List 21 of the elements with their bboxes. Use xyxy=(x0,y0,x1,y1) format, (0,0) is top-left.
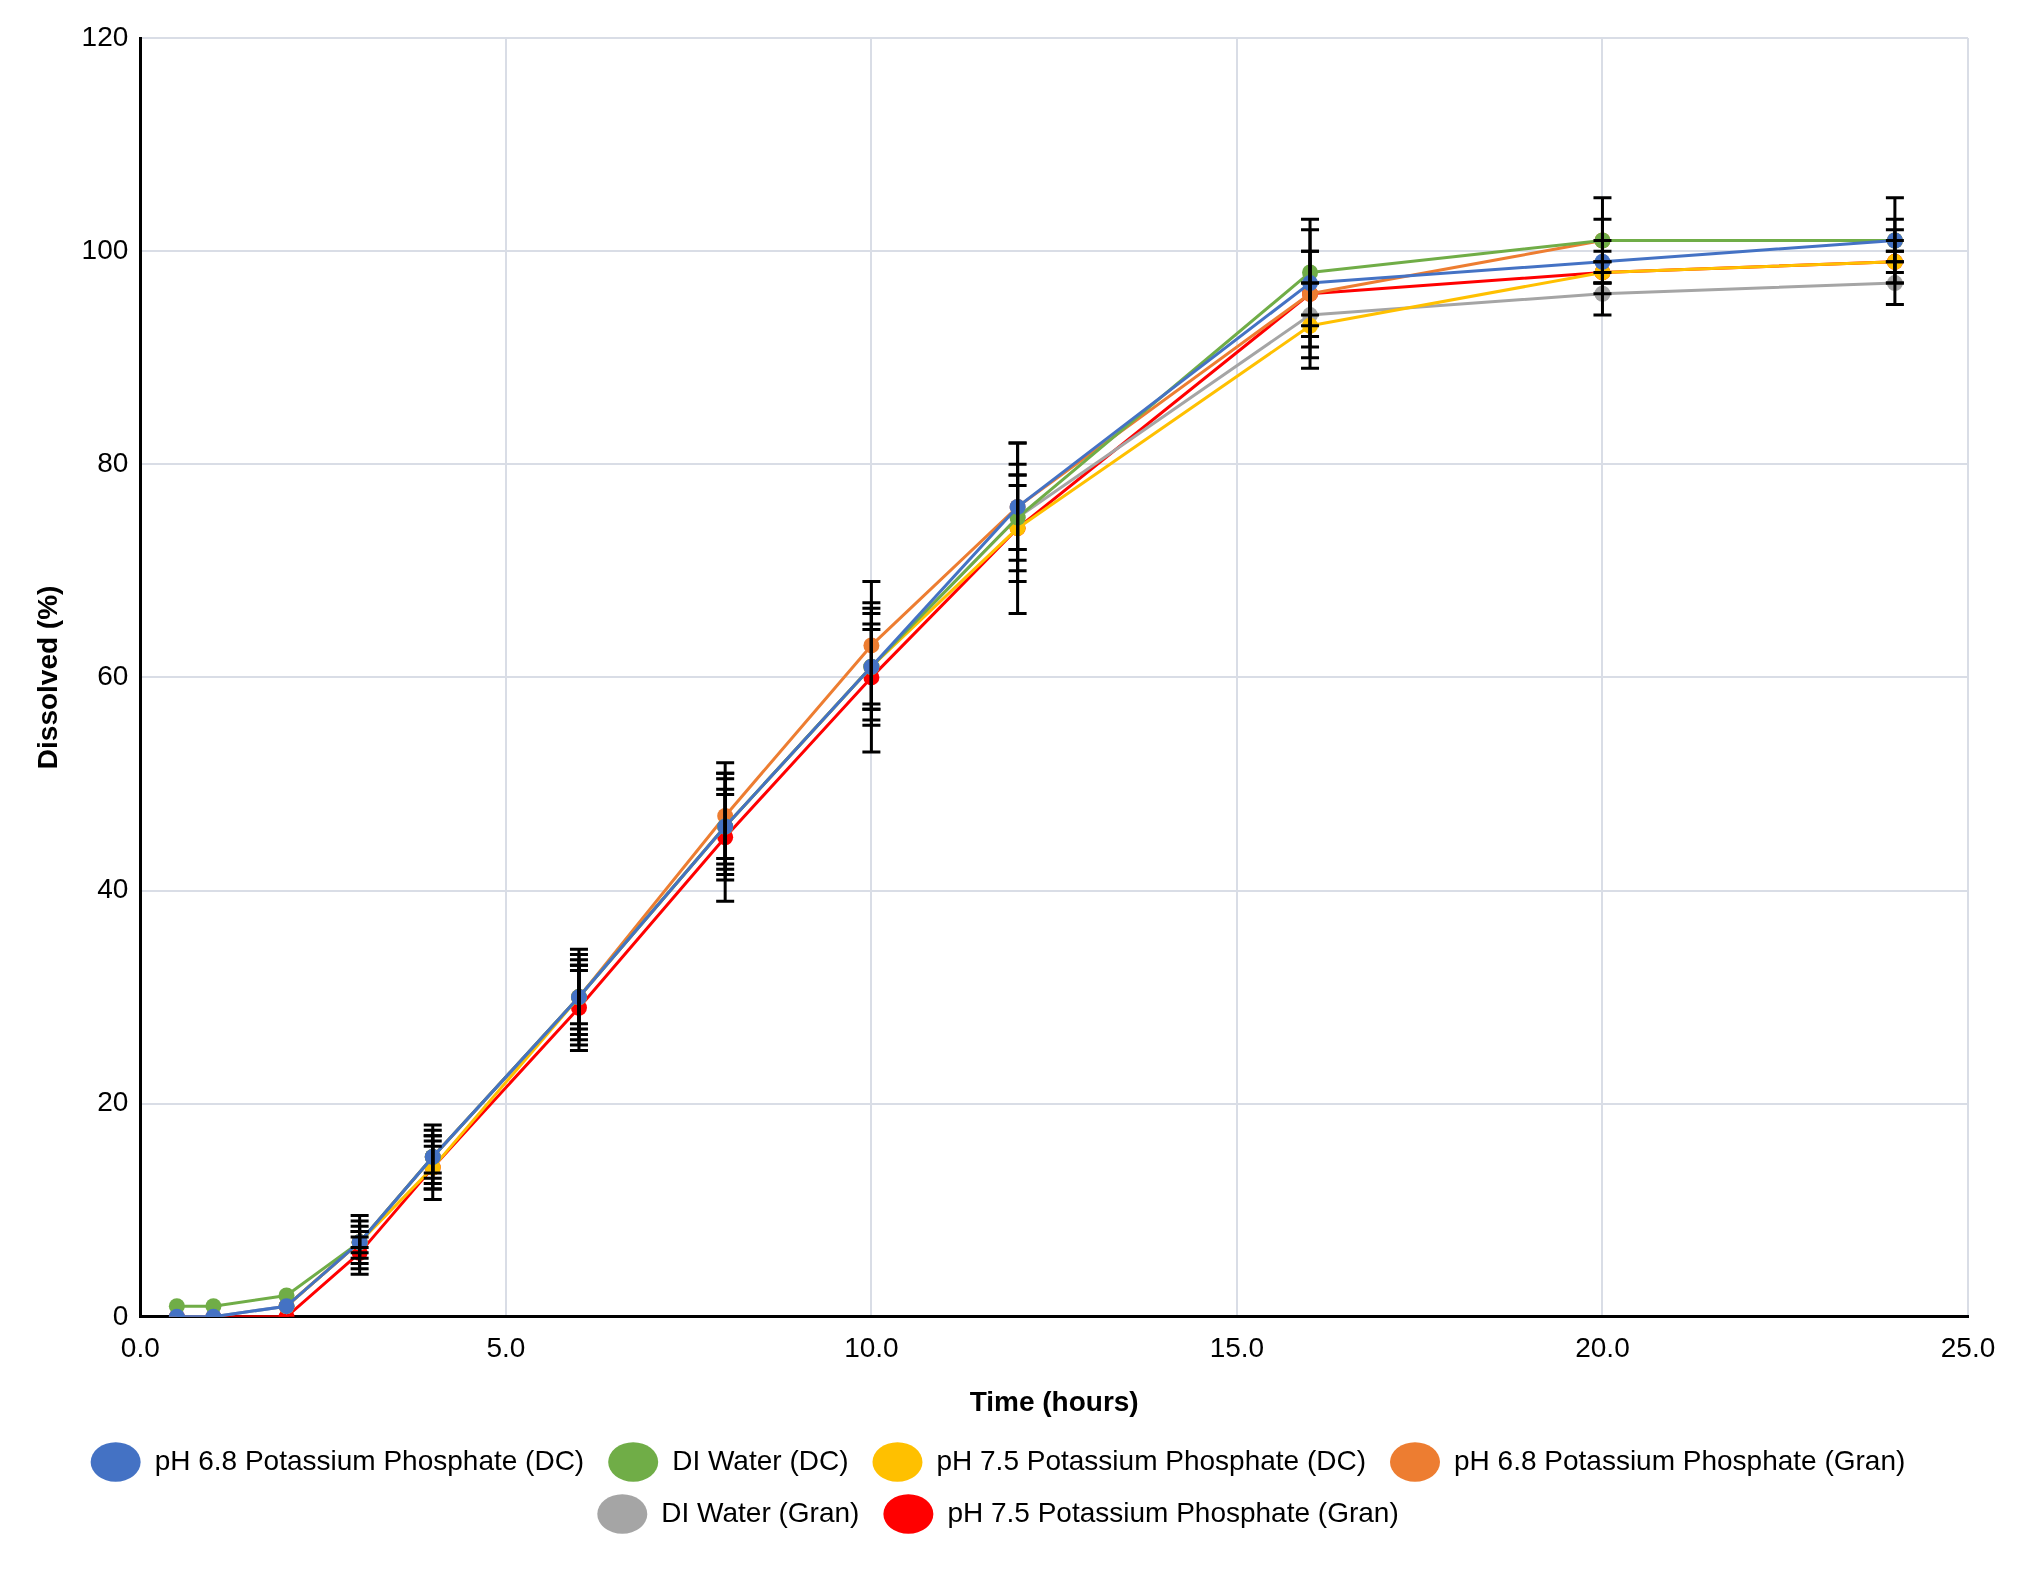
y-tick-label: 40 xyxy=(97,873,129,905)
y-tick-label: 20 xyxy=(97,1086,129,1118)
y-tick-label: 80 xyxy=(97,446,129,478)
legend-label: pH 7.5 Potassium Phosphate (DC) xyxy=(936,1444,1367,1476)
x-tick-label: 25.0 xyxy=(1940,1332,1996,1364)
x-axis-title: Time (hours) xyxy=(969,1385,1139,1417)
y-tick-label: 60 xyxy=(97,660,129,692)
y-tick-label: 100 xyxy=(81,233,129,265)
legend-label: pH 6.8 Potassium Phosphate (Gran) xyxy=(1454,1444,1906,1476)
x-tick-label: 10.0 xyxy=(844,1332,899,1364)
legend-label: pH 7.5 Potassium Phosphate (Gran) xyxy=(947,1496,1399,1528)
legend-label: DI Water (DC) xyxy=(672,1444,849,1476)
legend-label: DI Water (Gran) xyxy=(661,1496,860,1528)
y-tick-label: 120 xyxy=(81,20,129,52)
x-tick-label: 0.0 xyxy=(120,1332,160,1364)
x-tick-label: 15.0 xyxy=(1209,1332,1265,1364)
legend-label: pH 6.8 Potassium Phosphate (DC) xyxy=(154,1444,585,1476)
y-axis-title: Dissolved (%) xyxy=(31,585,63,770)
x-tick-label: 20.0 xyxy=(1575,1332,1630,1364)
y-tick-label: 0 xyxy=(112,1299,129,1331)
x-tick-label: 5.0 xyxy=(486,1332,526,1364)
